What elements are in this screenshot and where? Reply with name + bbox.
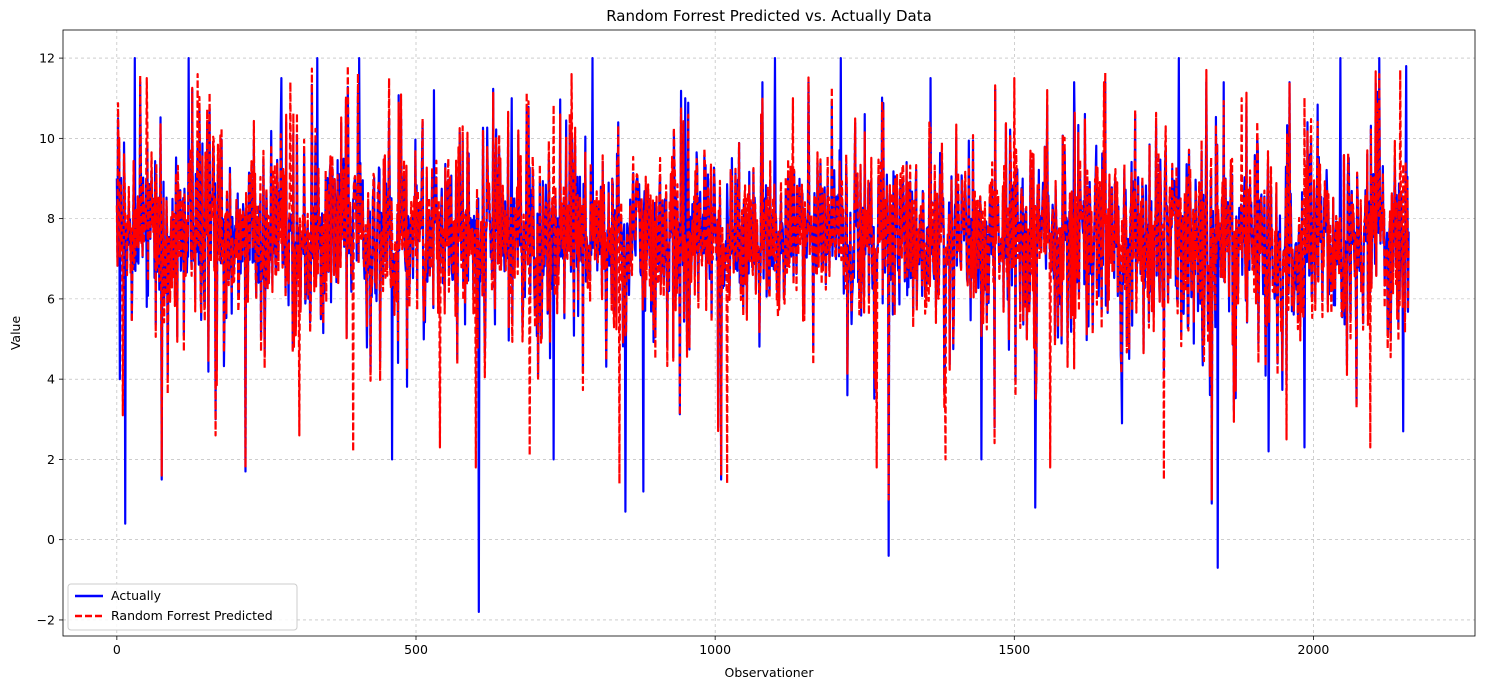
- legend-box: [67, 583, 298, 631]
- y-axis-ticks: −2 0 2 4 6 8 10 12: [37, 51, 63, 627]
- y-tick-label: 2: [47, 452, 55, 467]
- x-tick-label: 0: [113, 642, 121, 657]
- x-tick-label: 2000: [1298, 642, 1330, 657]
- series-line-predicted: [115, 64, 1410, 501]
- x-axis-ticks: 0 500 1000 1500 2000: [113, 636, 1330, 657]
- x-tick-label: 1500: [998, 642, 1030, 657]
- y-tick-label: 6: [47, 291, 55, 306]
- x-tick-label: 1000: [699, 642, 731, 657]
- y-tick-label: −2: [37, 612, 55, 627]
- x-axis-label: Observationer: [725, 665, 815, 680]
- chart-title: Random Forrest Predicted vs. Actually Da…: [606, 7, 932, 25]
- y-axis-label: Value: [8, 316, 23, 351]
- series-layer: [115, 56, 1410, 614]
- x-tick-label: 500: [404, 642, 428, 657]
- y-tick-label: 10: [39, 131, 55, 146]
- legend: Actually Random Forrest Predicted: [67, 583, 298, 631]
- y-tick-label: 8: [47, 211, 55, 226]
- plot-frame: [62, 29, 1476, 637]
- y-tick-label: 4: [47, 372, 55, 387]
- y-tick-label: 0: [47, 532, 55, 547]
- y-tick-label: 12: [39, 51, 55, 66]
- legend-label-actually: Actually: [111, 588, 162, 603]
- legend-label-predicted: Random Forrest Predicted: [111, 608, 273, 623]
